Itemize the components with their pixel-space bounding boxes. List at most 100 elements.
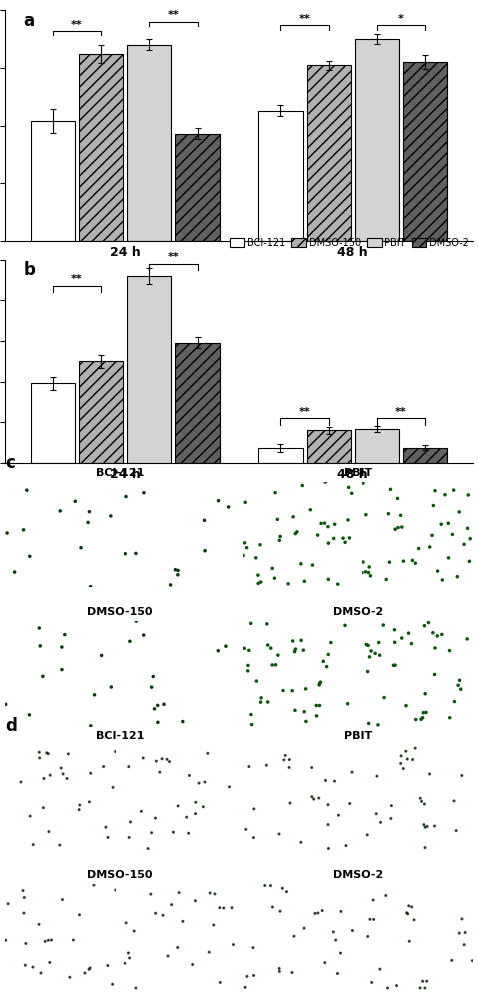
Bar [306,65,351,241]
Point [465,487,472,503]
Point [325,646,332,662]
Point [239,547,247,563]
Point [466,553,473,569]
Point [185,767,193,783]
Point [109,779,117,795]
Point [244,663,251,679]
Point [90,877,98,893]
Text: *: * [398,14,404,24]
Point [276,528,284,544]
Point [228,900,236,916]
Point [247,707,255,723]
Point [391,622,398,638]
Point [385,506,392,522]
Point [377,814,384,830]
Point [59,892,66,908]
Point [22,957,29,973]
Point [254,575,262,591]
Point [275,963,283,979]
Point [276,903,284,919]
Point [426,766,434,782]
Point [280,752,288,768]
Point [35,620,43,636]
Point [405,625,413,641]
Point [393,978,401,994]
Text: BCI-121: BCI-121 [96,731,144,741]
Bar [306,430,351,463]
Point [331,773,338,789]
Point [40,800,47,816]
Point [66,969,74,985]
Point [267,878,274,894]
Point [344,512,352,528]
Point [87,960,94,976]
Point [288,965,296,981]
Point [121,955,129,971]
Point [174,567,182,583]
Point [152,810,159,826]
Point [91,687,98,703]
Text: DMSO-150: DMSO-150 [87,607,152,617]
Point [125,945,132,961]
Point [211,886,219,902]
Point [421,819,429,835]
Point [132,980,140,996]
Point [316,676,324,692]
Point [264,694,272,710]
Point [313,697,320,713]
Point [250,967,258,983]
Point [122,489,130,505]
Text: a: a [23,12,34,30]
Point [98,647,106,663]
Point [195,775,203,791]
Text: b: b [23,261,35,279]
Point [220,900,228,916]
Point [70,932,77,948]
Point [376,961,384,977]
Point [400,761,407,777]
Point [366,911,374,927]
Point [243,540,250,556]
Point [424,615,432,631]
Point [35,916,43,932]
Point [199,799,207,815]
Point [330,530,337,546]
Point [76,797,84,813]
Bar [355,429,399,463]
Point [467,531,474,547]
Point [179,714,186,730]
Point [132,613,140,629]
Point [104,829,112,845]
Point [445,643,453,659]
Point [192,794,200,810]
Point [174,562,182,578]
Point [452,823,460,839]
Point [437,516,445,532]
Point [451,694,458,710]
Point [373,768,381,784]
Text: **: ** [71,20,83,30]
Point [179,913,187,929]
Point [130,923,138,939]
Point [159,907,167,923]
Point [252,550,260,566]
Point [421,980,429,996]
Point [341,534,349,550]
Point [300,704,308,720]
Point [375,634,382,650]
Point [323,659,330,675]
Point [185,825,193,841]
Point [206,885,214,901]
Point [282,747,289,763]
Point [369,892,377,908]
Point [241,494,249,510]
Point [431,483,439,499]
Point [250,830,257,846]
Point [56,503,64,519]
Point [20,905,28,921]
Point [387,481,394,497]
Point [334,576,342,592]
Point [416,980,424,996]
Point [448,952,456,968]
Point [201,512,208,528]
